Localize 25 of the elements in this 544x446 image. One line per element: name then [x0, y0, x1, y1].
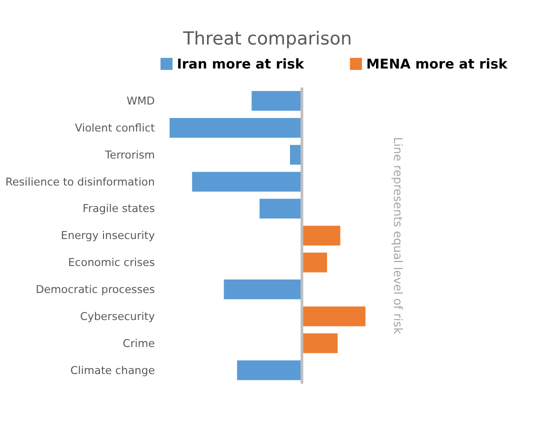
y-tick-label: Crime	[122, 336, 156, 350]
bar	[302, 252, 328, 272]
bar	[302, 226, 340, 246]
bar	[170, 118, 302, 138]
y-tick-label: Cybersecurity	[80, 310, 156, 323]
bar	[302, 306, 366, 326]
y-tick-label: Democratic processes	[36, 283, 156, 296]
chart-title: Threat comparison	[182, 28, 352, 50]
y-tick-label: Terrorism	[104, 148, 155, 162]
y-tick-label: Resilience to disinformation	[5, 175, 155, 188]
y-tick-label: Fragile states	[82, 202, 156, 216]
legend-label: Iran more at risk	[176, 57, 305, 72]
bar	[224, 280, 302, 300]
legend-label: MENA more at risk	[366, 57, 508, 72]
bar	[302, 333, 338, 354]
y-tick-label: Energy insecurity	[60, 229, 156, 242]
bar	[237, 360, 302, 380]
y-tick-label: WMD	[126, 94, 155, 108]
y-tick-label: Economic crises	[68, 256, 156, 270]
text: Line represents equal level of risk	[391, 137, 406, 334]
bar	[192, 172, 302, 192]
y-tick-label: Climate change	[70, 364, 156, 377]
y-tick-label: Violent conflict	[74, 121, 155, 134]
bar	[252, 91, 302, 111]
bar	[260, 198, 302, 219]
